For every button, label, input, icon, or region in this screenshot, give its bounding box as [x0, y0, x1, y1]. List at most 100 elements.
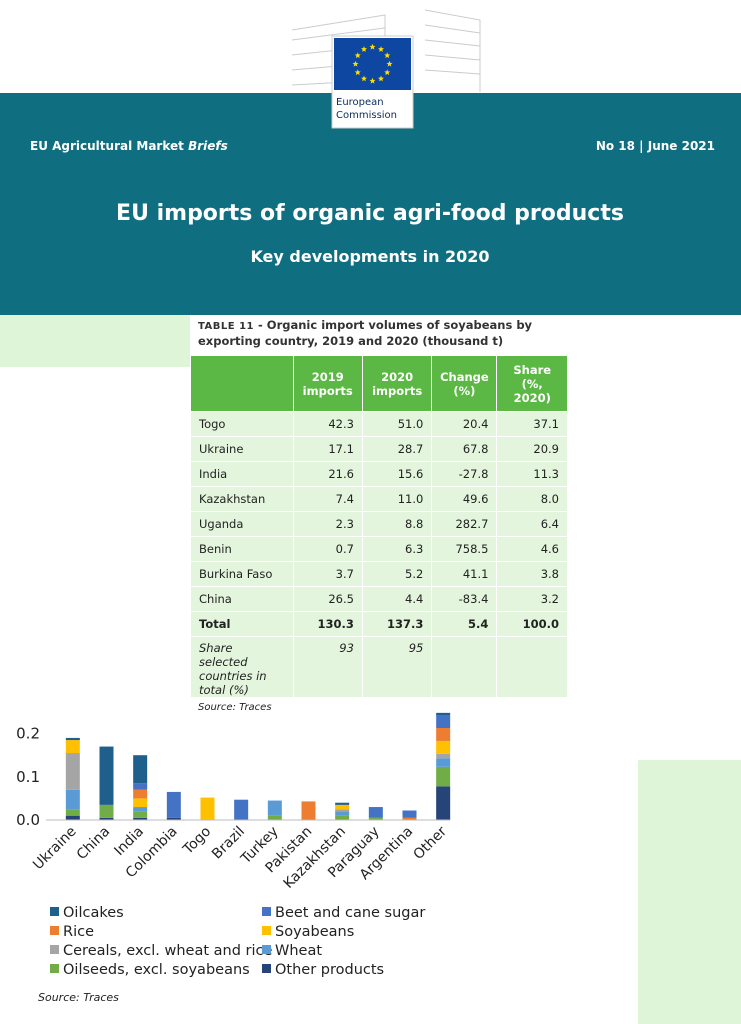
bar-segment	[133, 755, 148, 784]
bar-segment	[335, 804, 350, 810]
cell: 282.7	[431, 511, 498, 537]
bar-segment	[436, 766, 451, 787]
bar-segment	[436, 786, 451, 820]
bar-segment	[133, 807, 148, 812]
cell: 21.6	[292, 461, 363, 487]
bar-segment	[267, 800, 282, 816]
bar-segment	[65, 809, 80, 816]
bar-segment	[335, 809, 350, 812]
cell: 95	[361, 636, 433, 698]
table-row: India 21.6 15.6 -27.8 11.3	[190, 461, 568, 487]
cell: 41.1	[431, 561, 498, 587]
x-tick-label: Other	[411, 823, 451, 863]
bar-segment	[436, 753, 451, 759]
cell: 5.2	[361, 561, 433, 587]
star	[378, 46, 384, 52]
bar-segment	[99, 804, 114, 818]
bar-segment	[335, 802, 350, 805]
header-cell	[190, 356, 294, 412]
legend-swatch	[50, 964, 59, 973]
cell: 0.7	[292, 536, 363, 562]
bar-segment	[335, 815, 350, 820]
cell: 42.3	[292, 411, 363, 437]
bar-segment	[65, 789, 80, 810]
header-cell: 2020 imports	[362, 356, 433, 412]
cell: 5.4	[431, 611, 498, 637]
cell: Share selected countries in total (%)	[190, 636, 294, 698]
cell: Kazakhstan	[190, 486, 294, 512]
cell: 37.1	[496, 411, 568, 437]
bar-segment	[65, 740, 80, 754]
legend-swatch	[50, 907, 59, 916]
table-row: Share selected countries in total (%) 93 9…	[190, 636, 568, 698]
bar-segment	[133, 817, 148, 820]
legend-label: Other products	[275, 962, 384, 978]
legend-swatch	[50, 926, 59, 935]
bar-segment	[368, 817, 383, 820]
header-cell: Share (%, 2020)	[496, 356, 568, 412]
header-cell: Change (%)	[431, 356, 498, 412]
header-cell: 2019 imports	[293, 356, 363, 412]
table-row: Burkina Faso 3.7 5.2 41.1 3.8	[190, 561, 568, 587]
legend-swatch	[262, 964, 271, 973]
bar-segment	[436, 758, 451, 767]
bar-segment	[436, 727, 451, 741]
cell	[496, 636, 568, 698]
y-tick-label: 0.2	[16, 725, 40, 743]
bar-segment	[335, 811, 350, 816]
banner	[0, 93, 741, 315]
cell: 20.9	[496, 436, 568, 462]
cell: -83.4	[431, 586, 498, 612]
legend-label: Oilcakes	[63, 905, 124, 921]
bar-segment	[133, 789, 148, 799]
legend-label: Cereals, excl. wheat and rice	[63, 943, 273, 959]
cell: Total	[190, 611, 294, 637]
cell: 6.4	[496, 511, 568, 537]
bar-segment	[65, 815, 80, 820]
star	[369, 43, 376, 50]
legend-swatch	[262, 907, 271, 916]
table-row: China 26.5 4.4 -83.4 3.2	[190, 586, 568, 612]
table-row: Uganda 2.3 8.8 282.7 6.4	[190, 511, 568, 537]
cell: 51.0	[361, 411, 433, 437]
cell: 130.3	[292, 611, 363, 637]
cell: 758.5	[431, 536, 498, 562]
bar-segment	[65, 753, 80, 790]
star	[369, 77, 376, 84]
cell: 3.8	[496, 561, 568, 587]
cell: 100.0	[496, 611, 568, 637]
cell: 4.6	[496, 536, 568, 562]
deco-block	[0, 315, 190, 367]
cell: Uganda	[190, 511, 294, 537]
bar-segment	[234, 799, 249, 820]
cell: 137.3	[361, 611, 433, 637]
legend-swatch	[262, 926, 271, 935]
cell: Burkina Faso	[190, 561, 294, 587]
flag-stars	[352, 43, 393, 84]
star	[361, 75, 367, 82]
table-row: Benin 0.7 6.3 758.5 4.6	[190, 536, 568, 562]
bar-segment	[166, 817, 181, 820]
star	[352, 60, 359, 67]
y-tick-label: 0.1	[16, 768, 40, 786]
x-tick-label: Togo	[180, 824, 215, 859]
star	[384, 69, 391, 76]
star	[354, 69, 361, 76]
cell: India	[190, 461, 294, 487]
bar-segment	[133, 811, 148, 818]
table-label: TABLE 11	[198, 321, 255, 332]
logo-text: European	[336, 97, 384, 108]
cell: 20.4	[431, 411, 498, 437]
star	[378, 75, 384, 82]
table-row: Togo 42.3 51.0 20.4 37.1	[190, 411, 568, 437]
cell: 11.3	[496, 461, 568, 487]
cell: 2.3	[292, 511, 363, 537]
legend-label: Rice	[63, 924, 94, 940]
chart-source: Source: Traces	[38, 991, 119, 1004]
cell: 4.4	[361, 586, 433, 612]
table-row: Kazakhstan 7.4 11.0 49.6 8.0	[190, 486, 568, 512]
bar-segment	[402, 810, 417, 818]
